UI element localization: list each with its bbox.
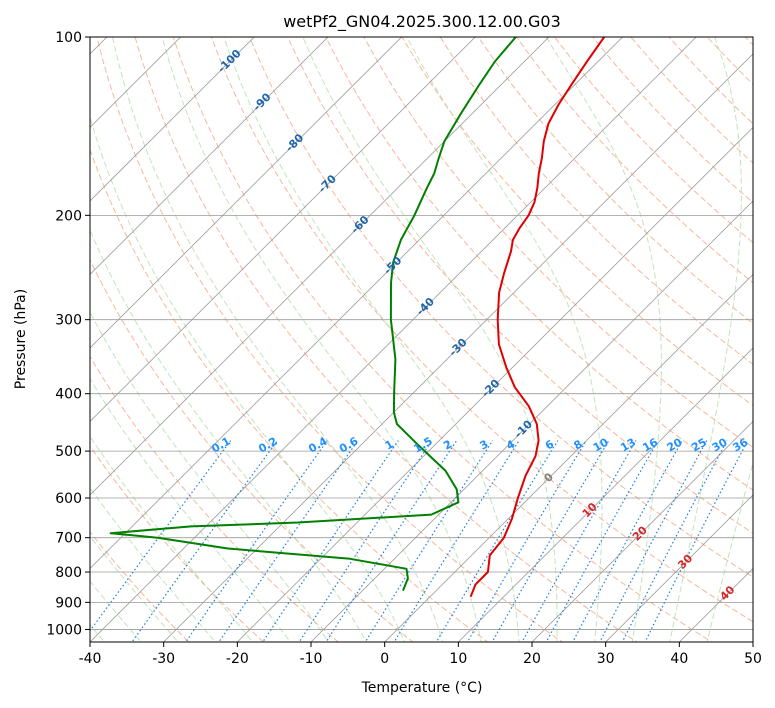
x-tick-label: 30 (597, 651, 615, 667)
moist-adiabat-line (669, 37, 742, 642)
x-tick-label: -20 (226, 651, 249, 667)
dry-adiabat-line (363, 37, 753, 449)
x-axis-label: Temperature (°C) (361, 680, 483, 696)
y-tick-label: 700 (55, 531, 82, 547)
y-tick-label: 1000 (46, 622, 82, 638)
dry-adiabat-line (134, 37, 638, 642)
moist-adiabat-line (90, 580, 142, 642)
x-tick-label: -30 (152, 651, 175, 667)
y-tick-label: 500 (55, 444, 82, 460)
y-tick-label: 100 (55, 30, 82, 46)
isotherm-line (457, 347, 753, 642)
y-tick-label: 800 (55, 565, 82, 581)
x-tick-label: 50 (744, 651, 762, 667)
y-tick-label: 300 (55, 313, 82, 329)
isotherm-line (310, 200, 753, 642)
y-tick-label: 900 (55, 595, 82, 611)
x-tick-label: 10 (449, 651, 467, 667)
mixing-ratio-line (599, 440, 708, 642)
dry-adiabat-line (90, 531, 190, 642)
isotherm-line (90, 37, 403, 349)
x-tick-label: 20 (523, 651, 541, 667)
isotherm-line (90, 37, 329, 275)
mixing-ratio-line (644, 440, 749, 642)
moist-adiabat-line (223, 37, 520, 642)
x-tick-label: 0 (380, 651, 389, 667)
mixing-ratio-line (364, 440, 494, 642)
axes: -40 -30 -20 -10 0 10 20 30 40 50 100 200 300 400 500 60… (46, 30, 762, 667)
x-tick-label: 40 (670, 651, 688, 667)
mixing-ratio-line (131, 440, 278, 642)
mixing-ratio-line (621, 440, 728, 642)
x-tick-label: -40 (79, 651, 102, 667)
mixing-ratio-line (466, 440, 587, 642)
isotherm-line (236, 126, 753, 642)
isotherm-line (531, 420, 753, 642)
y-tick-label: 400 (55, 387, 82, 403)
isotherm-line (90, 37, 624, 570)
plot-frame (89, 36, 754, 643)
chart-title: wetPf2_GN04.2025.300.12.00.G03 (283, 12, 561, 32)
dry-adiabat-line (96, 37, 564, 642)
mixing-ratio-line (325, 440, 458, 642)
isotherm-line (163, 53, 753, 642)
dry-adiabat-line (325, 37, 753, 491)
y-tick-label: 200 (55, 208, 82, 224)
isotherm-line (605, 494, 753, 642)
y-tick-label: 600 (55, 491, 82, 507)
x-tick-label: -10 (300, 651, 323, 667)
dry-adiabat-line (90, 148, 489, 642)
mixing-ratio-line (262, 440, 399, 642)
dry-adiabat-line (90, 355, 339, 642)
series-layer (109, 37, 606, 597)
dry-adiabat-line (439, 37, 753, 365)
mixing-ratio-line (545, 440, 659, 642)
background-lines (90, 37, 753, 642)
dry-adiabat-line (90, 258, 414, 642)
isotherm-line (384, 273, 753, 642)
moist-adiabat-line (90, 535, 179, 642)
isotherm-line (90, 37, 476, 423)
isotherm-line (90, 37, 550, 496)
isotherm-line (90, 37, 255, 202)
y-axis-label: Pressure (hPa) (13, 289, 29, 389)
mixing-ratio-line (521, 440, 637, 642)
dewpoint-profile (109, 37, 517, 591)
temperature-profile (469, 37, 606, 597)
mixing-ratio-line (491, 440, 610, 642)
mixing-ratio-line (572, 440, 683, 642)
